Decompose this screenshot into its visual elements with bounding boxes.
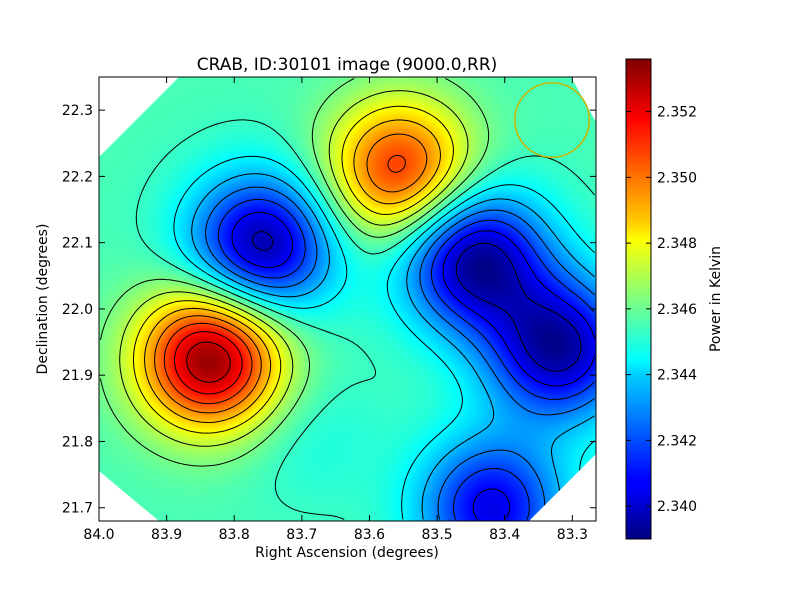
x-tick-label: 83.3 [557,527,588,543]
x-tick-label: 83.8 [219,527,250,543]
contour-line [173,155,595,520]
colorbar: 2.340 2.342 2.344 2.346 2.348 2.350 2.352 Powe… [625,58,724,540]
contour-lines [100,78,595,520]
x-axis: 84.0 83.9 83.8 83.7 83.6 83.5 83.4 83.3 [83,77,588,543]
colorbar-gradient [625,58,652,540]
x-tick-label: 83.9 [151,527,182,543]
colorbar-tick-label: 2.350 [657,170,697,186]
contour-line [154,133,428,414]
heatmap-image [99,77,596,521]
contour-line [186,341,231,383]
contour-line [163,154,406,405]
contour-line [191,173,595,520]
contour-line [119,90,469,447]
y-tick-label: 21.7 [62,501,93,517]
chart-title: CRAB, ID:30101 image (9000.0,RR) [197,55,498,75]
contour-line [135,119,595,520]
x-tick-label: 83.7 [286,527,317,543]
contour-line [251,231,582,372]
contour-line [100,78,490,467]
y-axis: 21.7 21.8 21.9 22.0 22.1 22.2 22.3 [62,103,596,517]
y-axis-label: Declination (degrees) [35,224,51,375]
x-tick-label: 83.5 [422,527,453,543]
contour-line [205,186,595,520]
y-tick-label: 21.8 [62,434,93,450]
contour-line [144,119,441,423]
colorbar-tick-label: 2.340 [657,499,697,515]
colorbar-tick-label: 2.342 [657,433,697,449]
x-tick-label: 83.6 [354,527,385,543]
x-axis-label: Right Ascension (degrees) [255,545,439,561]
y-tick-label: 22.1 [62,236,93,252]
contour-line [174,331,243,395]
plot-frame [98,76,597,522]
colorbar-tick-label: 2.352 [657,105,697,121]
colorbar-tick-label: 2.346 [657,302,697,318]
x-tick-label: 84.0 [83,527,114,543]
beam-circle [514,82,590,159]
colorbar-tick-label: 2.348 [657,236,697,252]
y-tick-label: 21.9 [62,368,93,384]
plot-area: 84.0 83.9 83.8 83.7 83.6 83.5 83.4 83.3 21.721.… [62,76,597,543]
contour-line [231,211,595,520]
y-tick-label: 22.0 [62,302,93,318]
contour-line [133,105,454,434]
x-tick-label: 83.4 [489,527,520,543]
y-tick-label: 22.2 [62,169,93,185]
y-tick-label: 22.3 [62,103,93,119]
colorbar-tick-label: 2.344 [657,368,697,384]
colorbar-ticks: 2.340 2.342 2.344 2.346 2.348 2.350 2.352 [626,105,697,515]
colorbar-label: Power in Kelvin [708,246,724,352]
contour-line [217,198,595,520]
